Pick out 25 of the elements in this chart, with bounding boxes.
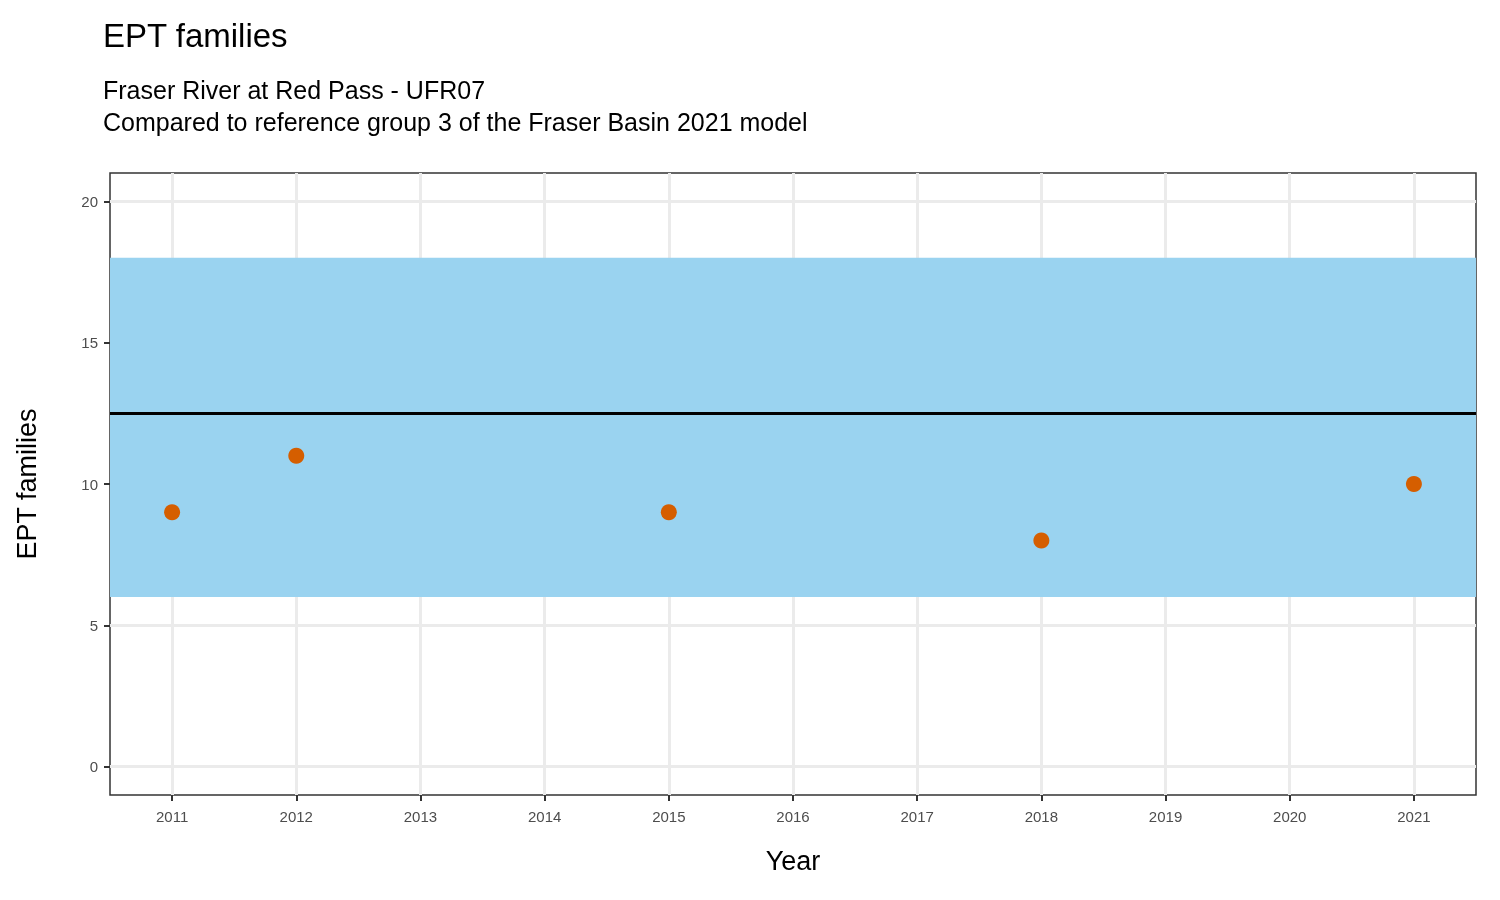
chart-subtitle: Fraser River at Red Pass - UFR07 Compared to reference group 3 of the Fraser Basin 2021 model [103,76,808,136]
x-tick-label: 2019 [1148,808,1183,825]
point [1033,532,1050,549]
x-tick-label: 2021 [1397,808,1431,825]
y-axis-title: EPT families [11,408,42,560]
y-tick-label: 15 [81,334,98,352]
point [660,504,677,521]
x-tick-label: 2018 [1024,808,1059,825]
x-axis-title: Year [765,845,821,876]
point [288,447,305,464]
point [1405,476,1422,492]
y-tick-label: 5 [89,616,98,634]
x-tick-label: 2011 [155,808,189,825]
y-tick-label: 20 [81,192,98,210]
point [164,504,181,521]
y-tick-label: 10 [81,475,98,493]
y-tick-label: 0 [89,758,98,776]
chart-title: EPT families [103,17,288,54]
x-tick-label: 2017 [900,808,934,825]
x-tick-label: 2013 [403,808,438,825]
x-tick-label: 2016 [776,808,810,825]
x-tick-label: 2012 [279,808,313,825]
x-tick-label: 2014 [527,808,562,825]
x-tick-label: 2015 [652,808,686,825]
x-tick-label: 2020 [1273,808,1307,825]
